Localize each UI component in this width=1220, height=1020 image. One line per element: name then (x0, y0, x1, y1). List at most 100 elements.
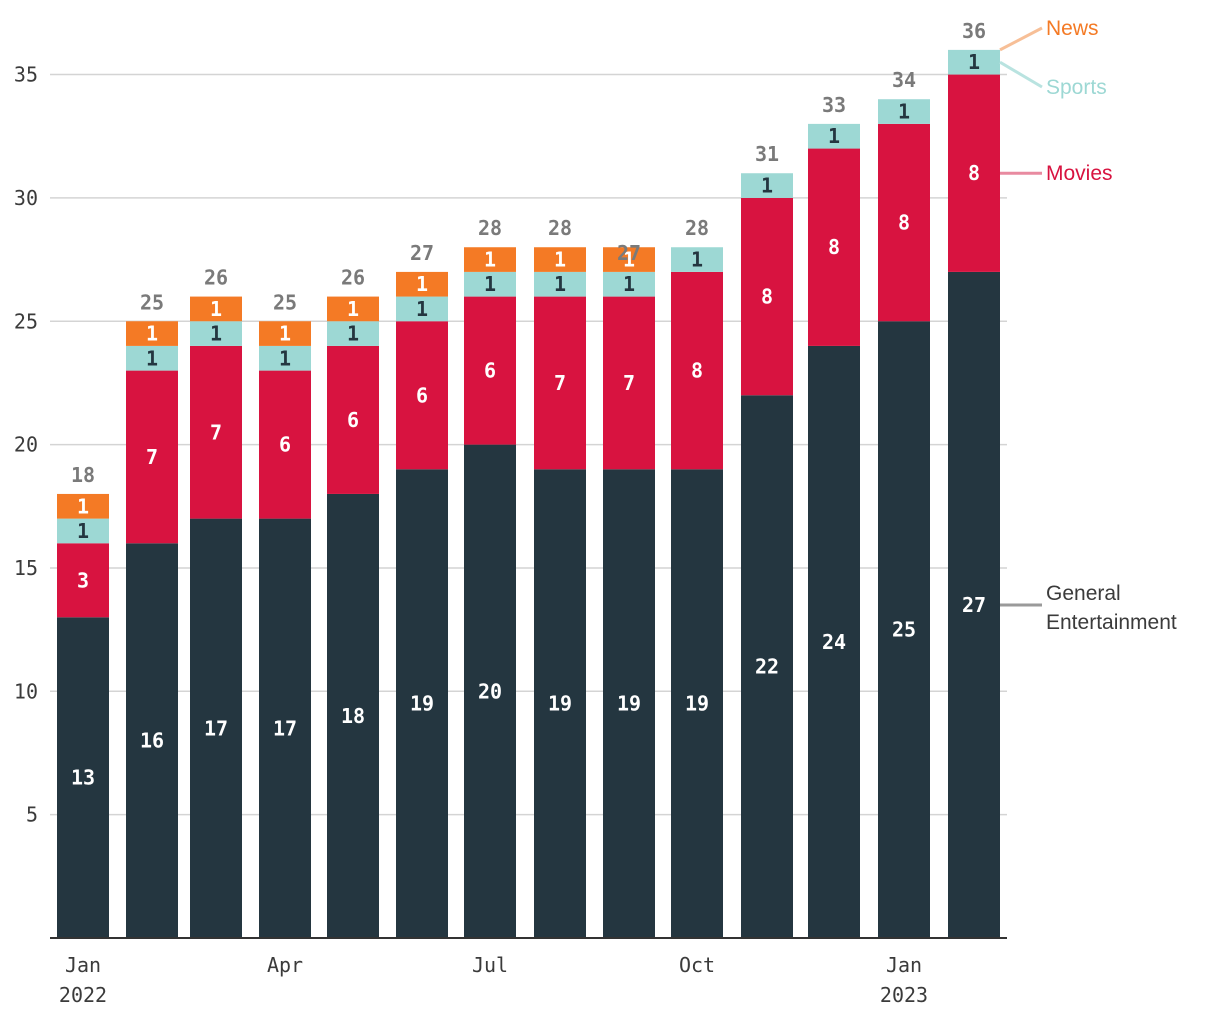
bar-value-label: 1 (146, 346, 158, 370)
bar-value-label: 7 (554, 371, 566, 395)
bar-segment-news (534, 247, 586, 272)
bar-value-label: 6 (279, 433, 291, 457)
bar-segment-sports (327, 321, 379, 346)
bar-value-label: 1 (347, 297, 359, 321)
bar-value-label: 6 (484, 359, 496, 383)
bar-value-label: 1 (554, 248, 566, 272)
bar-value-label: 19 (410, 692, 434, 716)
bar-segment-movies (741, 197, 793, 396)
y-tick-label: 10 (14, 679, 38, 703)
bar-segment-movies (534, 296, 586, 470)
bar-segment-movies (57, 543, 109, 618)
bar-segment-general-entertainment (878, 321, 930, 938)
bar-total-label: 26 (204, 266, 228, 290)
bar-segment-news (126, 321, 178, 346)
bar-segment-sports (534, 271, 586, 297)
bar-segment-movies (327, 345, 379, 494)
legend-label-general: General (1046, 582, 1121, 605)
bar-value-label: 19 (548, 692, 572, 716)
x-tick-label: Jan (65, 953, 101, 977)
bar-value-label: 16 (140, 729, 164, 753)
bar-total-label: 27 (617, 241, 641, 265)
bar-segment-sports (464, 271, 516, 297)
bar-value-label: 1 (210, 322, 222, 346)
bar-value-label: 6 (347, 408, 359, 432)
bar-segment-sports (878, 99, 930, 124)
bar-value-label: 24 (822, 630, 846, 654)
bar-value-label: 19 (617, 692, 641, 716)
bar-segment-general-entertainment (57, 617, 109, 938)
bar-value-label: 8 (828, 235, 840, 259)
bar-segment-sports (126, 345, 178, 371)
bar-segment-news (396, 271, 448, 297)
bar-value-label: 7 (210, 420, 222, 444)
bar-segment-general-entertainment (126, 543, 178, 938)
bar-segment-sports (603, 271, 655, 297)
bar-segment-general-entertainment (534, 469, 586, 938)
bar-value-label: 1 (77, 519, 89, 543)
bar-value-label: 1 (77, 494, 89, 518)
x-tick-label: Jan (886, 953, 922, 977)
bar-value-label: 1 (898, 100, 910, 124)
bar-value-label: 1 (416, 272, 428, 296)
bar-segment-general-entertainment (671, 469, 723, 938)
bar-segment-sports (57, 518, 109, 544)
y-tick-label: 25 (14, 309, 38, 333)
y-tick-label: 30 (14, 186, 38, 210)
bar-segment-general-entertainment (808, 345, 860, 938)
bar-total-label: 33 (822, 93, 846, 117)
bar-segment-movies (808, 148, 860, 346)
bar-value-label: 1 (416, 297, 428, 321)
bar-value-label: 20 (478, 679, 502, 703)
bar-total-label: 34 (892, 68, 916, 92)
bar-segment-sports (259, 345, 311, 371)
bar-total-label: 36 (962, 19, 986, 43)
bar-value-label: 1 (554, 272, 566, 296)
bar-total-label: 28 (478, 216, 502, 240)
legend: News Sports Movies General Entertainment (999, 17, 1177, 634)
bar-segment-news (603, 247, 655, 272)
bar-total-label: 26 (341, 266, 365, 290)
bar-value-label: 25 (892, 618, 916, 642)
bar-segment-general-entertainment (603, 469, 655, 938)
bar-value-label: 8 (898, 211, 910, 235)
bars: 1331116711177111761118611196112061119711… (57, 49, 1000, 938)
bar-value-label: 1 (828, 124, 840, 148)
bar-segment-sports (396, 296, 448, 322)
bar-value-label: 8 (761, 285, 773, 309)
bar-segment-news (464, 247, 516, 272)
bar-segment-sports (741, 173, 793, 198)
y-tick-label: 5 (26, 803, 38, 827)
bar-value-label: 1 (968, 50, 980, 74)
bar-value-label: 8 (691, 359, 703, 383)
bar-segment-general-entertainment (396, 469, 448, 938)
y-axis-ticks: 5 10 15 20 25 30 35 (14, 63, 38, 827)
bar-segment-news (327, 296, 379, 322)
bar-value-label: 13 (71, 766, 95, 790)
bar-segment-movies (671, 271, 723, 470)
bar-segment-movies (878, 123, 930, 322)
legend-label-sports: Sports (1046, 76, 1107, 99)
y-tick-label: 20 (14, 433, 38, 457)
bar-total-label: 28 (548, 216, 572, 240)
bar-segment-general-entertainment (948, 271, 1000, 938)
bar-value-label: 1 (484, 272, 496, 296)
bar-value-label: 8 (968, 161, 980, 185)
bar-total-label: 28 (685, 216, 709, 240)
x-tick-label: Oct (679, 953, 715, 977)
bar-value-label: 1 (279, 322, 291, 346)
bar-segment-movies (396, 321, 448, 470)
x-tick-label: Apr (267, 953, 303, 977)
bar-value-label: 7 (146, 445, 158, 469)
bar-value-label: 1 (623, 248, 635, 272)
x-tick-label-year: 2022 (59, 983, 107, 1007)
bar-segment-news (190, 296, 242, 322)
bar-value-label: 22 (755, 655, 779, 679)
bar-value-label: 1 (146, 322, 158, 346)
bar-value-label: 17 (273, 716, 297, 740)
bar-segment-sports (671, 247, 723, 272)
bar-value-label: 6 (416, 383, 428, 407)
bar-value-label: 1 (691, 248, 703, 272)
